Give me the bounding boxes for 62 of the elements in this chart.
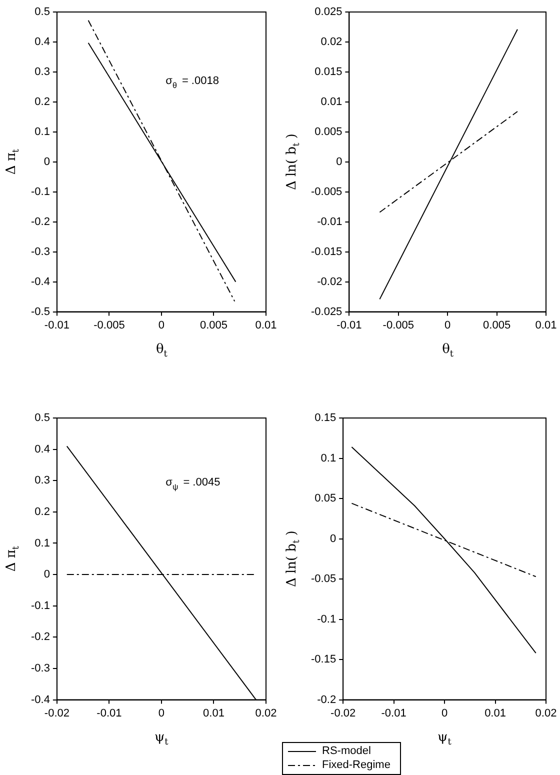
y-tick-label: 0 — [44, 156, 50, 168]
y-tick-label: 0.025 — [314, 6, 342, 18]
x-tick-label: 0.01 — [535, 319, 557, 332]
y-tick-label: 0.01 — [320, 96, 342, 108]
x-tick-label: -0.005 — [382, 319, 414, 332]
y-tick-label: 0.015 — [314, 66, 342, 78]
y-tick-label: 0.15 — [314, 412, 336, 424]
y-tick-label: -0.05 — [310, 573, 336, 586]
y-tick-label: 0.5 — [34, 6, 50, 18]
x-tick-label: -0.01 — [381, 707, 406, 720]
y-tick-label: 0.2 — [34, 506, 50, 518]
y-tick-label: 0.4 — [34, 443, 50, 456]
y-tick-label: 0.1 — [34, 126, 50, 138]
x-tick-label: -0.005 — [94, 319, 125, 332]
y-tick-label: 0.1 — [320, 452, 336, 464]
y-tick-label: -0.15 — [310, 654, 336, 666]
y-tick-label: 0 — [44, 568, 50, 581]
legend-label: RS-model — [322, 745, 371, 758]
x-tick-label: 0 — [158, 319, 165, 332]
x-tick-label: 0.02 — [255, 707, 277, 720]
y-tick-label: 0 — [330, 532, 336, 545]
y-tick-label: -0.2 — [317, 694, 336, 706]
x-tick-label: 0.02 — [535, 707, 557, 720]
y-tick-label: 0.3 — [34, 474, 50, 487]
y-tick-label: 0.5 — [34, 412, 50, 424]
y-tick-label: -0.2 — [30, 631, 50, 644]
y-tick-label: -0.3 — [30, 246, 50, 258]
legend-label: Fixed-Regime — [322, 759, 390, 772]
y-tick-label: -0.015 — [310, 246, 342, 258]
y-tick-label: 0.1 — [34, 537, 50, 550]
x-tick-label: 0 — [441, 707, 448, 720]
y-tick-label: -0.01 — [317, 216, 342, 228]
x-tick-label: 0.005 — [200, 319, 228, 332]
x-tick-label: -0.01 — [96, 707, 122, 720]
y-tick-label: -0.005 — [310, 186, 342, 198]
y-tick-label: 0.05 — [314, 492, 336, 505]
y-tick-label: -0.3 — [30, 662, 50, 675]
x-tick-label: 0.005 — [483, 319, 511, 332]
x-tick-label: 0.01 — [255, 319, 277, 332]
x-axis-title: ψ$_{t}$ — [438, 730, 452, 748]
y-tick-label: -0.1 — [30, 186, 50, 198]
y-tick-label: -0.2 — [30, 216, 50, 228]
y-tick-label: -0.1 — [317, 613, 336, 626]
y-tick-label: -0.02 — [317, 276, 342, 288]
x-tick-label: 0 — [158, 707, 165, 720]
x-tick-label: 0.01 — [484, 707, 506, 720]
y-tick-label: -0.025 — [310, 306, 342, 318]
y-tick-label: -0.1 — [30, 600, 50, 612]
y-tick-label: 0.02 — [320, 36, 342, 48]
y-tick-label: 0.3 — [34, 66, 50, 78]
x-tick-label: 0.01 — [203, 707, 224, 720]
y-tick-label: 0.005 — [314, 126, 342, 138]
x-axis-title: ψ$_{t}$ — [154, 730, 168, 748]
x-tick-label: 0 — [444, 319, 451, 332]
y-tick-label: -0.5 — [30, 306, 50, 318]
y-tick-label: 0 — [336, 156, 342, 168]
y-tick-label: 0.4 — [34, 36, 50, 48]
y-tick-label: -0.4 — [30, 276, 50, 288]
y-tick-label: -0.4 — [30, 694, 50, 706]
x-axis-title: θ$_{t}$ — [156, 342, 168, 360]
x-axis-title: θ$_{t}$ — [442, 342, 454, 360]
y-tick-label: 0.2 — [34, 96, 50, 108]
